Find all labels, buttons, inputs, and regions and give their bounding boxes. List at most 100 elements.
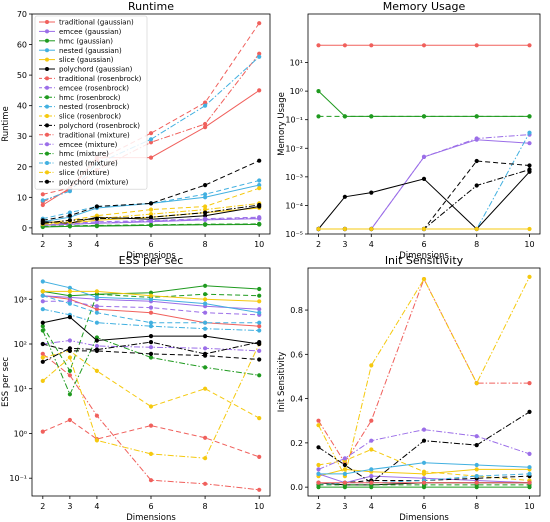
x-tick-label: 2 (316, 240, 321, 249)
data-point-traditional (342, 480, 347, 485)
data-point-polychord (257, 202, 262, 208)
data-point-traditional (203, 435, 208, 440)
series-line-hmc-dashdot (42, 330, 260, 396)
data-point-polychord (67, 315, 72, 320)
y-tick-label: 10⁻⁵ (285, 230, 303, 239)
series-line-traditional-solid (42, 295, 260, 327)
series-line-emcee-solid (42, 295, 260, 310)
chart-panel-4: Init Sensitivity 2 3 4 6 8 10 Dimensions 0.0 0.2 0… (277, 254, 541, 522)
legend-marker (45, 132, 49, 137)
data-point-slice (421, 277, 427, 282)
data-point-polychord (421, 176, 427, 181)
data-point-slice (316, 423, 321, 428)
data-point-nested (148, 324, 154, 329)
data-point-emcee (421, 154, 427, 159)
data-point-traditional (203, 481, 208, 486)
data-point-traditional (148, 478, 154, 483)
data-point-slice (342, 226, 347, 232)
data-point-slice (94, 213, 99, 218)
data-point-hmc (257, 222, 262, 227)
y-tick-label: 10¹ (14, 385, 27, 394)
data-point-slice (203, 456, 208, 461)
data-point-polychord (342, 194, 347, 199)
data-point-traditional (40, 192, 45, 197)
x-tick-label: 6 (148, 240, 153, 249)
data-point-traditional (203, 125, 208, 130)
data-point-slice (148, 212, 154, 217)
y-tick-label: 0 (22, 224, 27, 233)
y-tick-label: 10² (14, 340, 27, 349)
data-point-hmc (40, 328, 45, 333)
data-point-emcee (40, 299, 45, 304)
data-point-hmc (257, 293, 262, 298)
data-point-nested (203, 326, 208, 331)
data-point-emcee (257, 348, 262, 353)
series-line-nested-solid (42, 184, 260, 223)
x-tick-label: 8 (474, 502, 479, 511)
data-point-nested (94, 295, 99, 300)
data-point-slice (203, 297, 208, 302)
data-point-emcee (527, 451, 532, 456)
x-tick-label: 10 (524, 502, 534, 511)
data-point-slice (369, 226, 374, 232)
data-point-emcee (203, 310, 208, 315)
legend-label: polychord (rosenbrock) (59, 122, 140, 130)
x-tick-label: 4 (369, 240, 374, 249)
data-point-polychord (94, 338, 99, 343)
data-point-hmc (40, 324, 45, 329)
data-point-nested (67, 189, 72, 194)
data-point-polychord (474, 158, 479, 164)
y-tick-label: 0.0 (290, 483, 303, 492)
data-point-nested (474, 462, 479, 468)
data-point-emcee (94, 343, 99, 349)
data-point-traditional (316, 480, 321, 485)
data-point-traditional (342, 43, 347, 48)
data-point-nested (257, 54, 262, 59)
legend: traditional (gaussian)emcee (gaussian)hm… (34, 15, 148, 190)
series-line-nested-solid (318, 462, 530, 475)
x-tick-label: 2 (316, 502, 321, 511)
series-line-slice-dashdot (42, 202, 260, 225)
series-line-polychord-dashed (42, 343, 260, 360)
data-point-traditional (316, 418, 321, 423)
legend-label: traditional (rosenbrock) (59, 75, 142, 83)
data-point-nested (94, 310, 99, 315)
legend-label: polychord (gaussian) (59, 66, 133, 74)
data-point-nested (257, 320, 262, 325)
data-point-slice (148, 207, 154, 212)
data-point-hmc (94, 335, 99, 340)
data-point-polychord (40, 218, 45, 223)
x-tick-label: 10 (254, 240, 264, 249)
data-point-emcee (369, 474, 374, 479)
data-point-polychord (67, 213, 72, 218)
y-tick-label: 0.2 (290, 439, 303, 448)
data-point-polychord (369, 190, 374, 195)
x-tick-label: 10 (254, 502, 264, 511)
data-point-nested (67, 285, 72, 290)
data-point-traditional (527, 480, 532, 485)
y-tick-label: 10 (17, 193, 27, 202)
data-point-slice (40, 289, 45, 294)
data-point-emcee (474, 434, 479, 439)
data-point-polychord (474, 443, 479, 448)
y-tick-label: 30 (17, 132, 27, 141)
data-point-nested (67, 210, 72, 215)
series-line-polychord-dashed (42, 160, 260, 221)
data-point-slice (148, 293, 154, 298)
data-point-slice (257, 416, 262, 421)
data-point-traditional (527, 381, 532, 386)
data-point-hmc (148, 290, 154, 295)
data-point-nested (148, 297, 154, 302)
legend-box (34, 15, 148, 190)
data-point-polychord (257, 158, 262, 163)
x-tick-label: 10 (524, 240, 534, 249)
y-tick-label: 10⁻² (285, 144, 303, 153)
chart-title: ESS per sec (119, 254, 184, 267)
data-point-hmc (257, 373, 262, 378)
y-tick-label: 0.4 (290, 395, 303, 404)
data-point-emcee (369, 438, 374, 443)
data-point-nested (527, 130, 532, 135)
data-point-slice (257, 299, 262, 304)
data-point-hmc (67, 392, 72, 397)
y-tick-label: 60 (17, 41, 27, 50)
